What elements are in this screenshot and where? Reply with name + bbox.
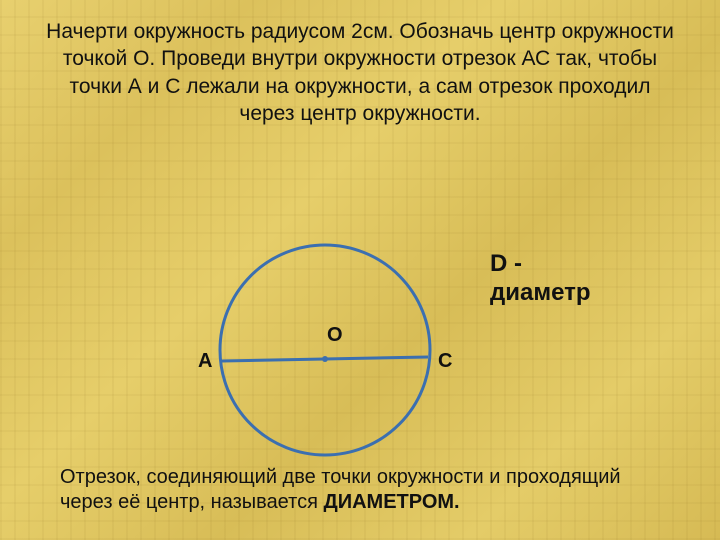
slide: Начерти окружность радиусом 2см. Обознач… xyxy=(0,0,720,540)
task-text: Начерти окружность радиусом 2см. Обознач… xyxy=(40,18,680,127)
circle-outline xyxy=(220,245,430,455)
d-word: диаметр xyxy=(490,279,591,306)
d-symbol: D - xyxy=(490,250,522,277)
definition-text: Отрезок, соединяющий две точки окружност… xyxy=(60,465,640,515)
label-a: А xyxy=(198,350,212,373)
diameter-label: D - диаметр xyxy=(490,250,591,308)
diagram-svg xyxy=(210,235,440,465)
center-dot xyxy=(322,356,328,362)
definition-keyword: ДИАМЕТРОМ. xyxy=(323,491,459,513)
circle-diagram xyxy=(210,235,440,465)
label-o: О xyxy=(327,324,343,347)
label-c: С xyxy=(438,350,452,373)
